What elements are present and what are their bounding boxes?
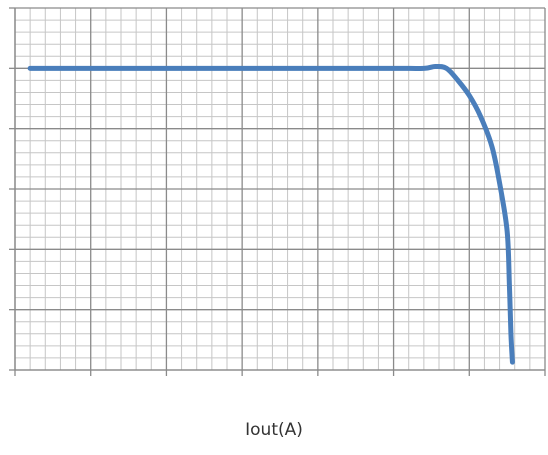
major-grid [14,7,546,371]
series-layer [27,63,515,365]
series-line-0 [27,63,515,365]
axis-ticks [9,7,546,376]
x-axis-label: Iout(A) [245,420,303,440]
